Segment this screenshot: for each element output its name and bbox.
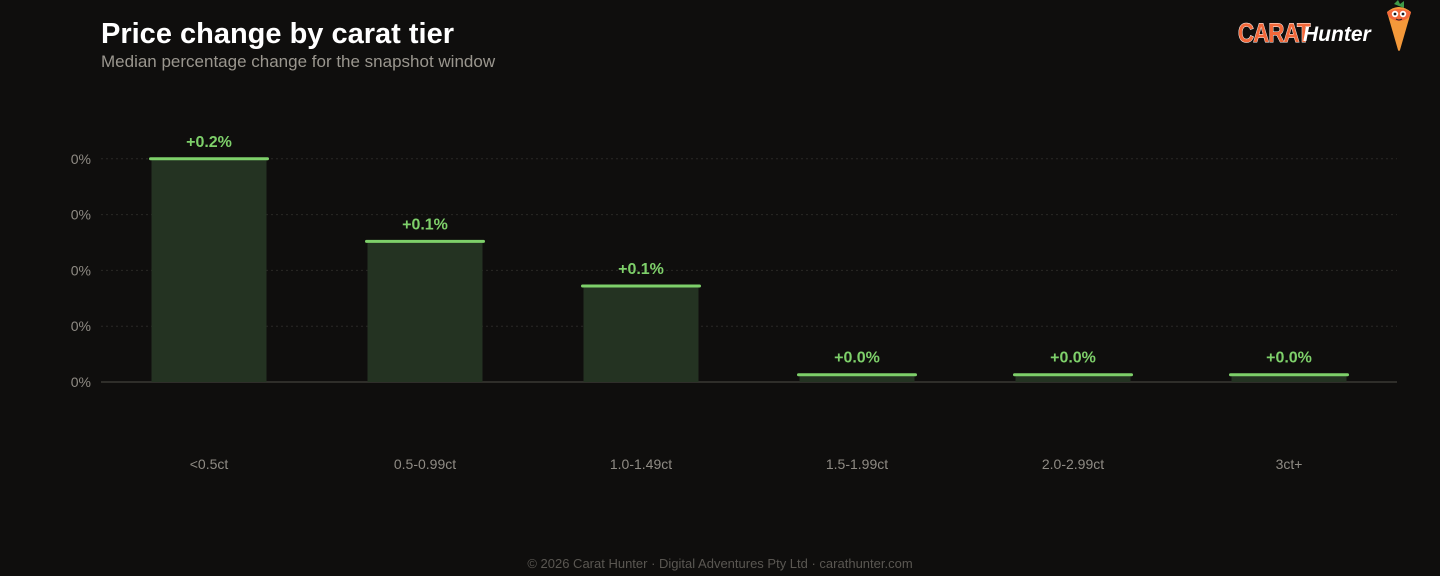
bar (799, 374, 915, 382)
y-tick-label: 0% (71, 151, 91, 167)
x-category-label: 3ct+ (1276, 456, 1303, 472)
bar-value-label: +0.2% (186, 134, 232, 151)
brand-word: CARAT (1238, 18, 1311, 49)
bars-layer (149, 157, 1349, 382)
bar (583, 286, 699, 382)
x-category-label: 1.5-1.99ct (826, 456, 888, 472)
bar (367, 241, 483, 382)
x-category-label: 2.0-2.99ct (1042, 456, 1104, 472)
chart-subtitle: Median percentage change for the snapsho… (101, 52, 496, 71)
bar-chart: 0% 0% 0% 0% 0% +0.2% <0.5ct +0.1% 0.5-0.99ct +0.1… (71, 134, 1397, 472)
bar-value-label: +0.0% (834, 350, 880, 367)
labels-layer: 0% 0% 0% 0% 0% +0.2% <0.5ct +0.1% 0.5-0.99ct +0.1… (71, 134, 1312, 472)
y-tick-label: 0% (71, 318, 91, 334)
x-category-label: 0.5-0.99ct (394, 456, 456, 472)
bar-value-label: +0.1% (618, 261, 664, 278)
y-tick-label: 0% (71, 262, 91, 278)
brand-logo[interactable]: CARAT Hunter (1238, 0, 1428, 56)
y-tick-label: 0% (71, 374, 91, 390)
grid-layer (101, 158, 1397, 383)
x-category-label: <0.5ct (190, 456, 229, 472)
bar-value-label: +0.1% (402, 216, 448, 233)
y-tick-label: 0% (71, 207, 91, 223)
brand-suffix: Hunter (1303, 23, 1371, 46)
carrot-mascot-icon (1387, 0, 1411, 51)
x-category-label: 1.0-1.49ct (610, 456, 672, 472)
bar (1231, 374, 1347, 382)
bar-value-label: +0.0% (1050, 350, 1096, 367)
footer-text: © 2026 Carat Hunter · Digital Adventures… (527, 556, 913, 571)
bar-value-label: +0.0% (1266, 350, 1312, 367)
bar (1015, 374, 1131, 382)
bar (151, 158, 267, 382)
chart-title: Price change by carat tier (101, 18, 454, 50)
